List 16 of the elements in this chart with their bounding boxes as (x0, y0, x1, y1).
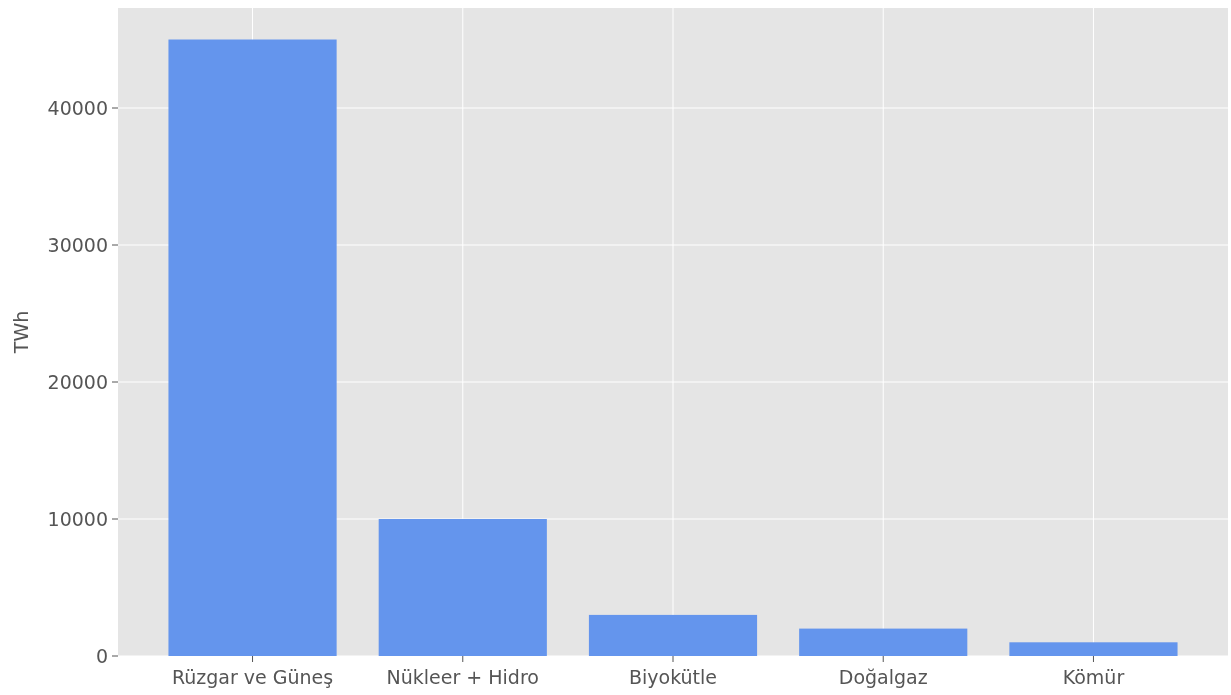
x-tick-label: Doğalgaz (838, 666, 928, 688)
x-tick-label: Kömür (1062, 666, 1125, 688)
y-axis-title: TWh (10, 310, 32, 355)
y-tick-label: 0 (95, 644, 108, 667)
x-tick-label: Rüzgar ve Güneş (171, 666, 334, 688)
x-tick-label: Biyokütle (628, 666, 718, 688)
bar (1009, 642, 1178, 656)
bar (799, 628, 968, 656)
y-tick-label: 40000 (47, 96, 108, 119)
bar (168, 39, 337, 656)
y-tick-label: 10000 (47, 507, 108, 530)
y-tick-label: 30000 (47, 233, 108, 256)
x-tick-label: Nükleer + Hidro (386, 666, 539, 688)
y-tick-label: 20000 (47, 370, 108, 393)
bar (588, 614, 758, 656)
bar (378, 519, 547, 656)
